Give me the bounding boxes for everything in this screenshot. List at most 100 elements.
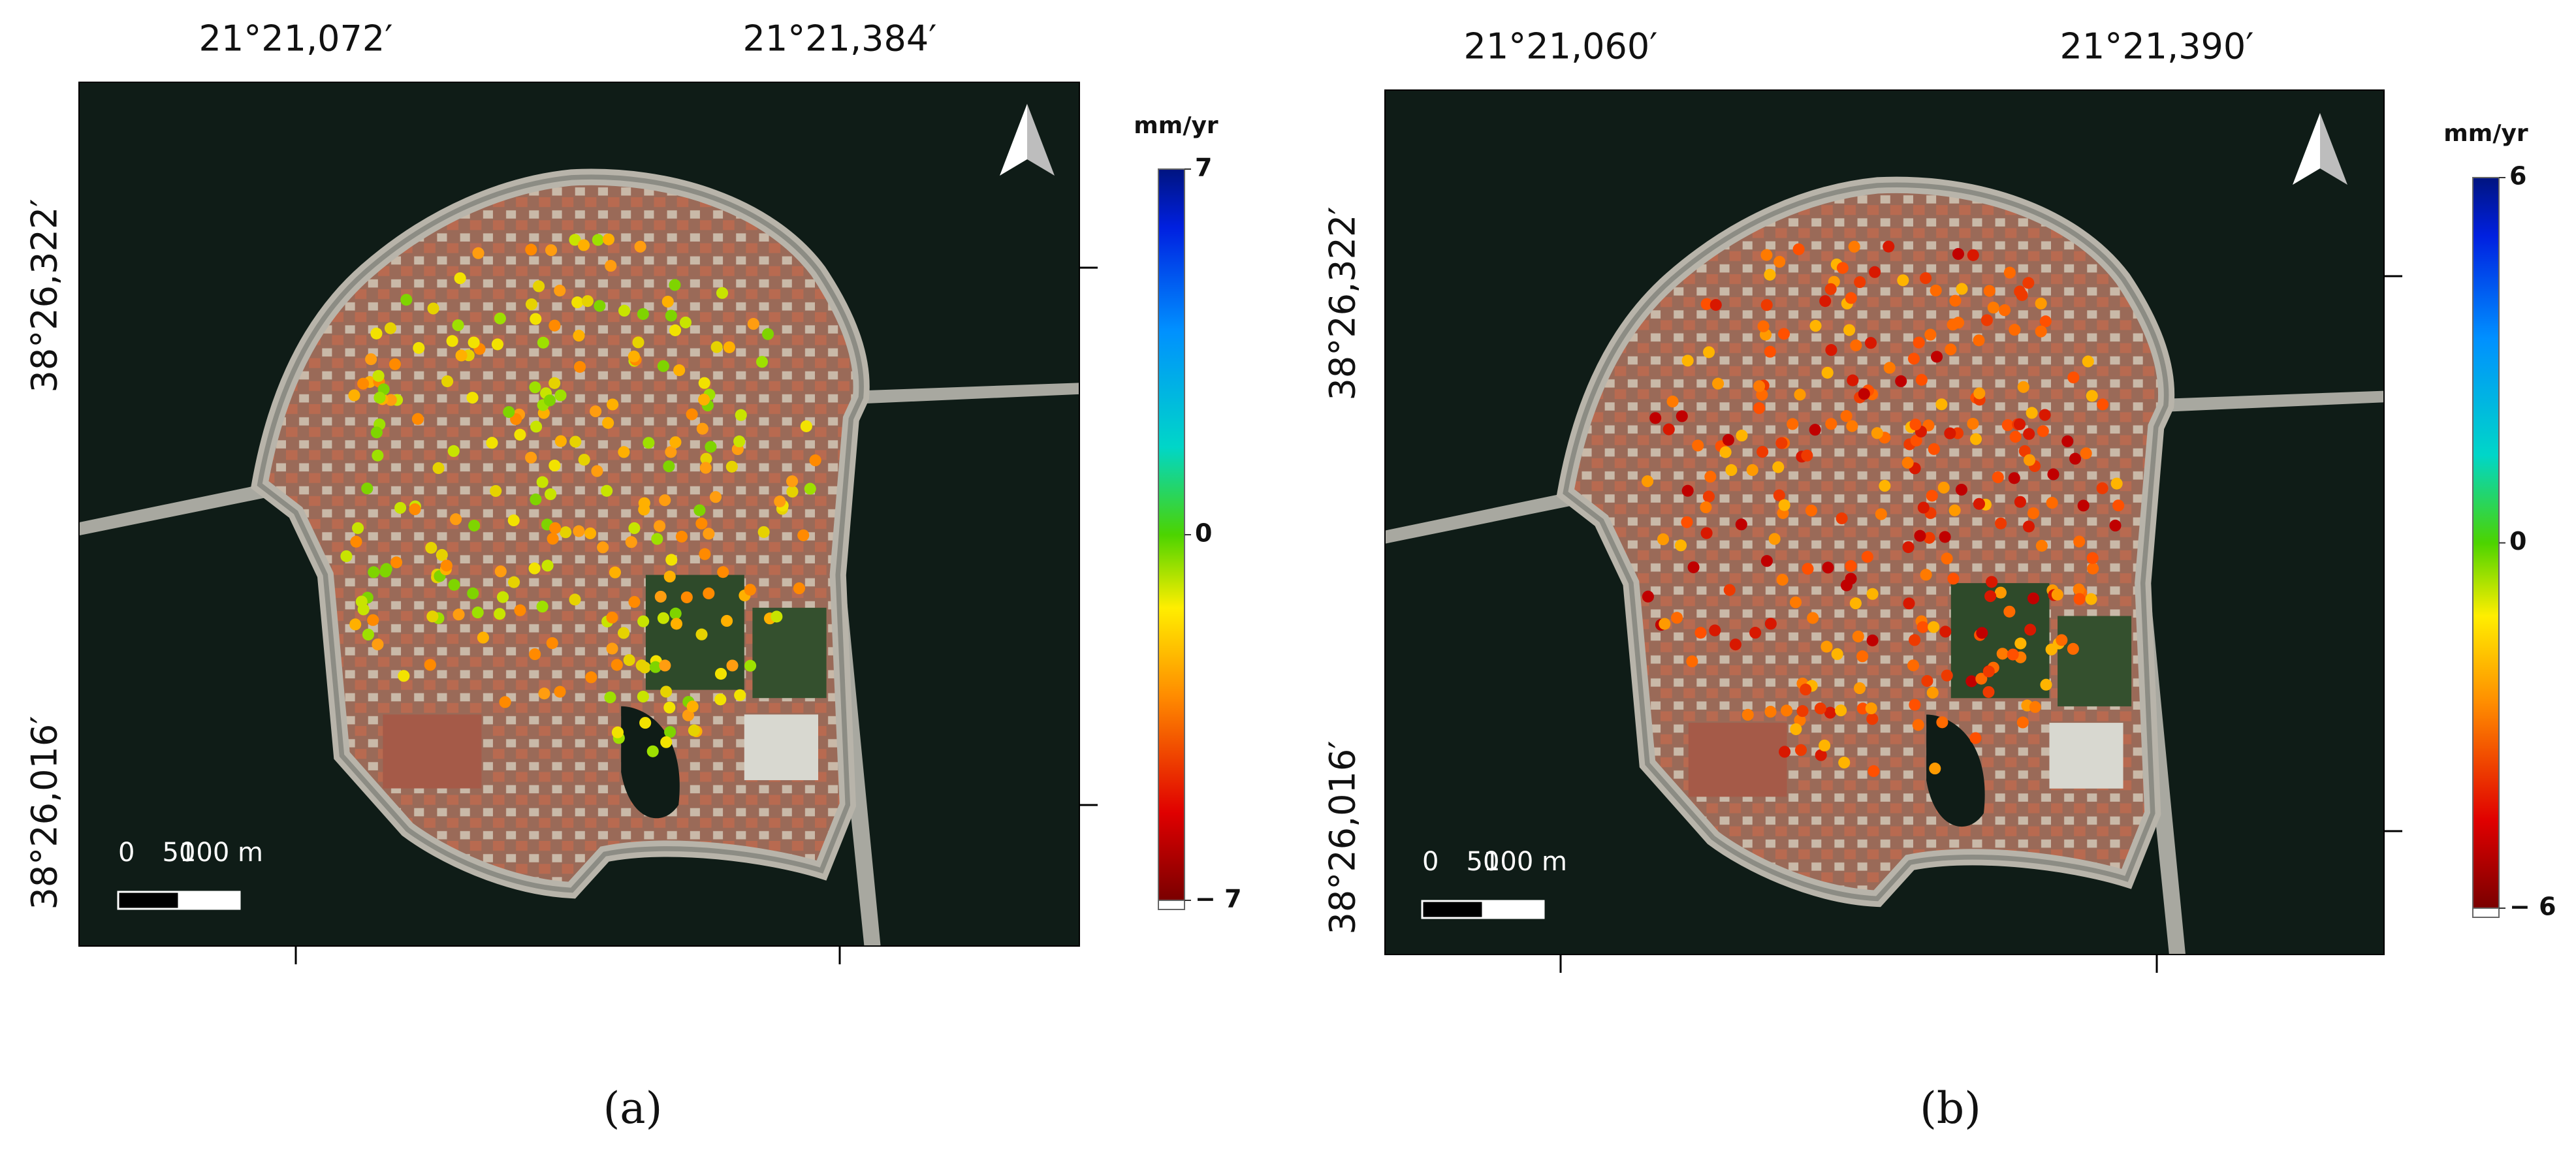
ps-point xyxy=(1973,387,1986,400)
ps-point xyxy=(1982,665,1995,678)
ps-point xyxy=(1681,484,1694,497)
ps-point xyxy=(654,590,667,603)
ps-point xyxy=(1835,704,1847,717)
ps-point xyxy=(1802,563,1814,575)
ps-point xyxy=(1840,410,1852,422)
ps-point xyxy=(1838,756,1851,769)
ps-point xyxy=(497,591,509,603)
ps-point xyxy=(1807,612,1819,624)
ps-point xyxy=(1819,739,1831,751)
ps-point xyxy=(1794,388,1806,401)
ps-point xyxy=(1700,501,1712,514)
ps-point xyxy=(628,522,641,535)
ps-point xyxy=(1871,427,1883,439)
ps-point xyxy=(1939,531,1951,543)
ps-point xyxy=(447,445,460,457)
latitude-label: 38°26,322′ xyxy=(1322,207,1363,401)
ps-point xyxy=(494,312,506,324)
colorbar-tick-label: 0 xyxy=(2509,527,2526,556)
ps-point xyxy=(710,341,723,353)
ps-point xyxy=(1853,682,1866,695)
ps-point xyxy=(2027,507,2040,520)
ps-point xyxy=(1723,584,1736,596)
ps-point xyxy=(1865,702,1877,715)
map-image xyxy=(1385,90,2384,955)
longitude-label: 21°21,384′ xyxy=(743,18,937,59)
ps-point xyxy=(1998,304,2011,317)
map-image xyxy=(79,82,1079,946)
ps-point xyxy=(1850,339,1862,352)
ps-point xyxy=(1856,703,1869,715)
ps-point xyxy=(698,377,710,389)
ps-point xyxy=(1764,268,1776,281)
ps-point xyxy=(529,648,541,661)
ps-point xyxy=(536,601,549,613)
ps-point xyxy=(1936,716,1948,729)
ps-point xyxy=(1819,295,1832,308)
north-arrow xyxy=(1027,104,1055,176)
scale-bar xyxy=(178,891,241,910)
ps-point xyxy=(1773,255,1786,268)
ps-point xyxy=(554,285,566,297)
ps-point xyxy=(632,336,644,349)
ps-point xyxy=(591,465,603,477)
ps-point xyxy=(804,482,816,495)
ps-point xyxy=(2035,539,2048,552)
ps-point xyxy=(546,637,558,650)
ps-point xyxy=(1675,539,1687,552)
ps-point xyxy=(1775,437,1788,449)
ps-point xyxy=(1773,489,1785,501)
ps-point xyxy=(1781,704,1793,717)
ps-point xyxy=(723,341,735,353)
ps-point xyxy=(1907,353,1920,365)
ps-point xyxy=(1836,512,1848,525)
ps-point xyxy=(606,611,618,624)
ps-point xyxy=(646,745,659,757)
ps-point xyxy=(560,526,572,539)
ps-point xyxy=(1746,464,1758,477)
ps-point xyxy=(2014,637,2027,650)
ps-point xyxy=(1676,410,1688,422)
ps-point xyxy=(449,513,462,526)
ps-point xyxy=(2001,419,2014,432)
ps-point xyxy=(2003,266,2016,279)
latitude-label: 38°26,322′ xyxy=(24,199,65,393)
ps-point xyxy=(400,294,413,306)
ps-point xyxy=(340,550,353,562)
ps-point xyxy=(508,576,520,588)
colorbar-tick-label: − 6 xyxy=(2509,892,2556,921)
ps-point xyxy=(362,628,374,641)
ps-point xyxy=(1778,499,1790,511)
ps-point xyxy=(1736,430,1748,442)
ps-point xyxy=(355,595,368,608)
ps-point xyxy=(350,535,362,548)
ps-point xyxy=(1749,627,1762,639)
ps-point xyxy=(455,349,468,362)
ps-point xyxy=(1912,719,1924,731)
ps-point xyxy=(714,693,727,706)
ps-point xyxy=(1969,433,1982,445)
ps-point xyxy=(686,408,698,420)
ps-point xyxy=(700,452,712,465)
ps-point xyxy=(453,608,465,621)
ps-point xyxy=(468,336,480,349)
ps-point xyxy=(1846,420,1858,432)
scale-label: 50 xyxy=(1467,847,1500,877)
ps-point xyxy=(1794,744,1807,756)
ps-point xyxy=(503,405,515,419)
ps-point xyxy=(1967,417,1979,430)
ps-point xyxy=(1824,706,1836,719)
ps-point xyxy=(446,335,458,347)
ps-point xyxy=(695,517,708,529)
ps-point xyxy=(1671,612,1683,624)
ps-point xyxy=(682,709,695,721)
ps-point xyxy=(468,519,481,532)
ps-point xyxy=(1779,746,1791,758)
ps-point xyxy=(477,631,489,644)
ps-point xyxy=(1982,686,1995,698)
ps-point xyxy=(1776,573,1789,586)
park xyxy=(2058,616,2132,706)
ps-point xyxy=(494,565,507,578)
ps-point xyxy=(717,566,729,578)
ps-point xyxy=(761,328,774,340)
